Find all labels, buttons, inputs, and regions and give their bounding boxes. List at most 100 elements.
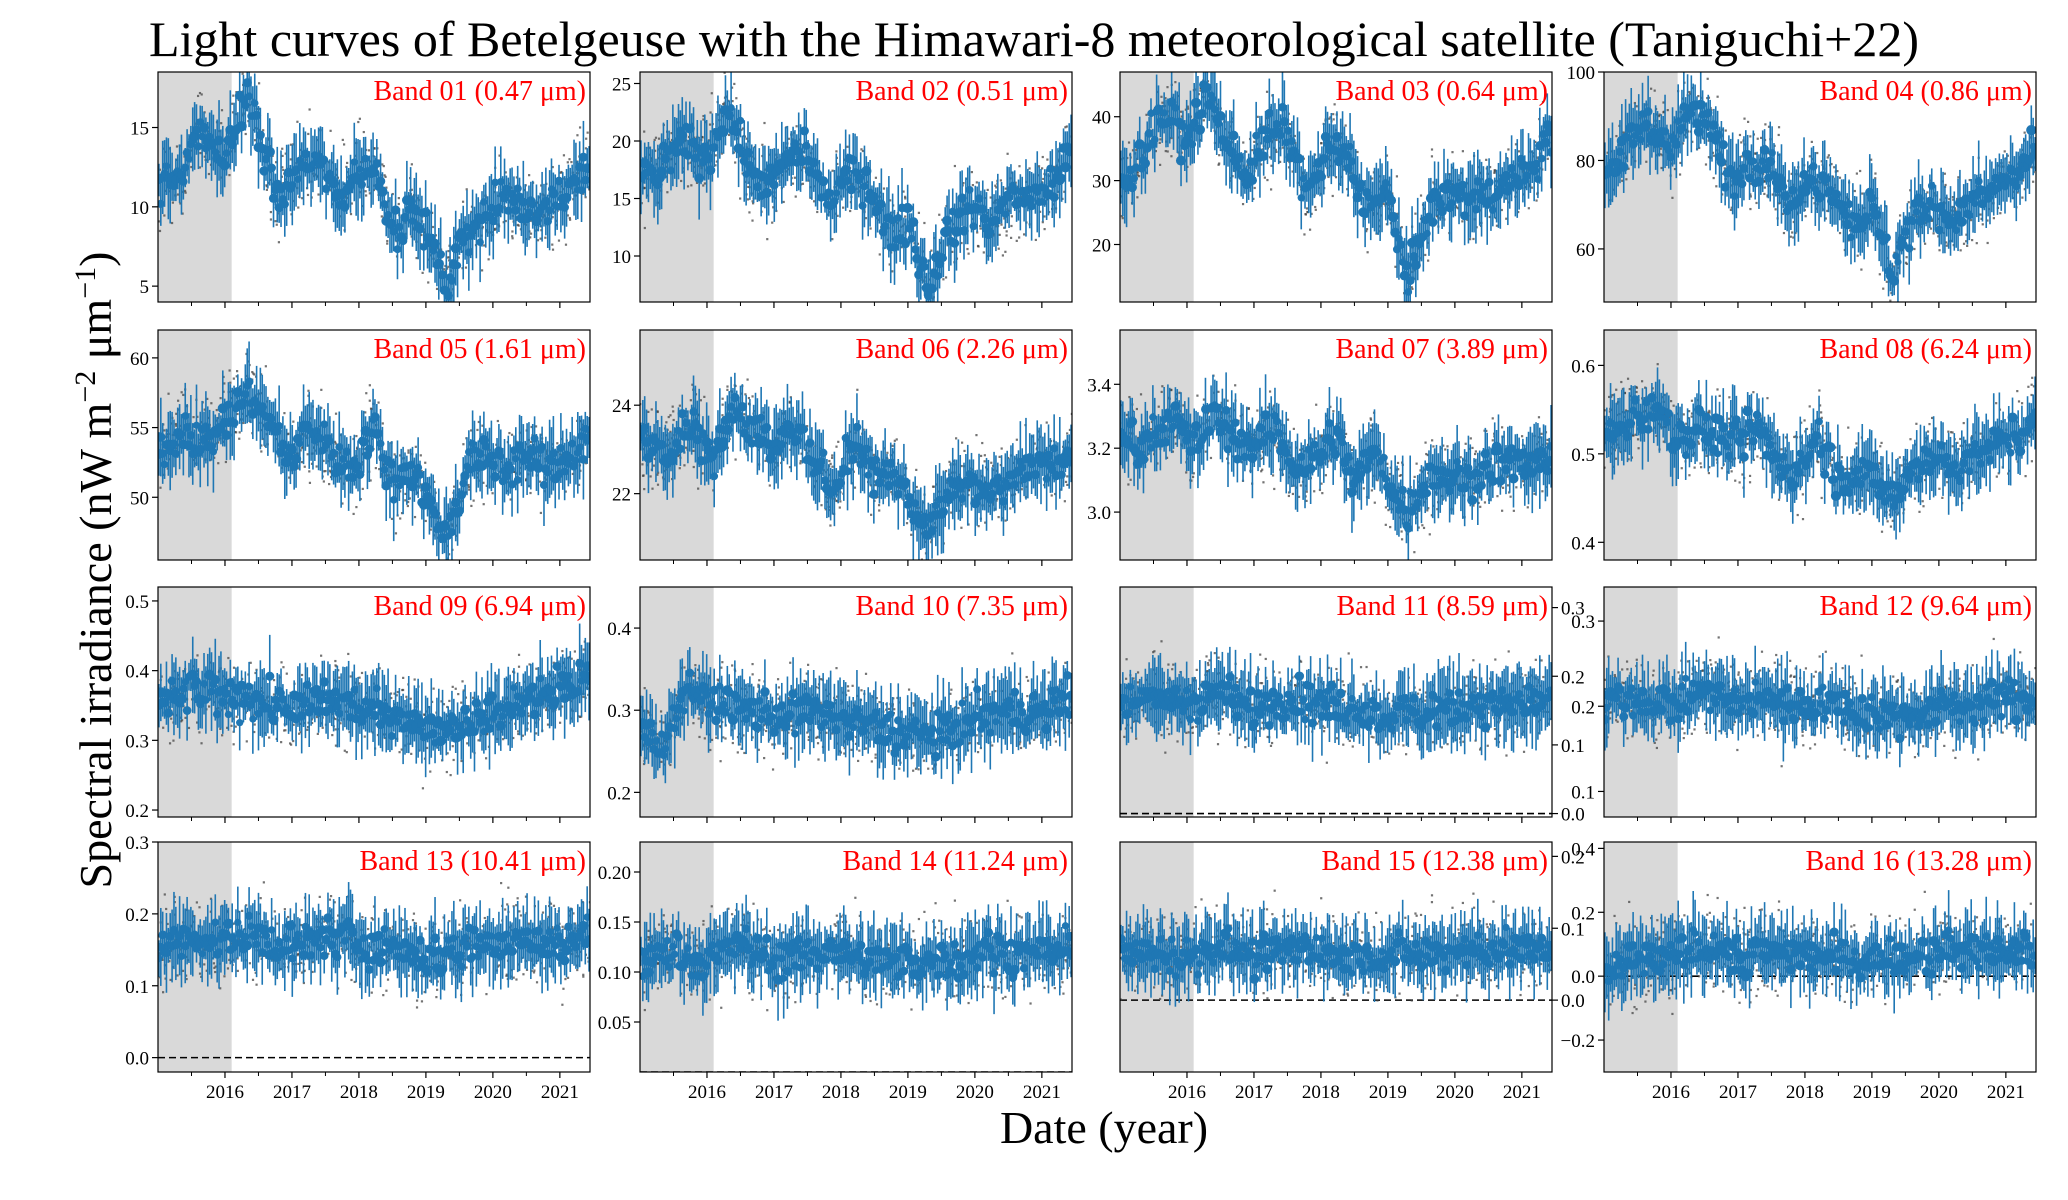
raw-point <box>1916 232 1919 235</box>
raw-point <box>496 194 499 197</box>
binned-point <box>736 116 745 125</box>
raw-point <box>1356 150 1359 154</box>
raw-point <box>1293 134 1296 138</box>
raw-point <box>235 375 238 378</box>
raw-point <box>1621 179 1624 182</box>
raw-point <box>492 191 496 194</box>
plot-area <box>158 72 590 302</box>
raw-point <box>1371 177 1374 180</box>
raw-point <box>735 97 738 100</box>
binned-point <box>1140 158 1150 168</box>
raw-point <box>942 278 945 281</box>
raw-point <box>888 263 891 266</box>
raw-point <box>1159 138 1162 141</box>
raw-point <box>306 453 309 456</box>
y-tick-label: 10 <box>612 247 631 268</box>
raw-point <box>1495 224 1499 227</box>
raw-point <box>399 454 402 457</box>
binned-point <box>1386 195 1397 206</box>
raw-point <box>795 125 798 128</box>
binned-point <box>799 126 809 136</box>
raw-point <box>1826 156 1829 159</box>
raw-point <box>1158 141 1161 144</box>
raw-point <box>352 512 355 516</box>
raw-point <box>551 216 554 219</box>
raw-point <box>842 206 845 209</box>
raw-point <box>183 189 187 193</box>
raw-point <box>301 433 304 436</box>
raw-point <box>334 412 338 415</box>
binned-point <box>1759 145 1770 155</box>
raw-point <box>751 200 754 203</box>
raw-point <box>433 480 436 483</box>
binned-point <box>1660 127 1670 136</box>
raw-point <box>491 492 494 495</box>
y-tick-label: 60 <box>1576 240 1595 261</box>
raw-point <box>904 197 907 200</box>
raw-point <box>2021 148 2024 152</box>
raw-point <box>235 370 239 373</box>
binned-point <box>1923 214 1933 223</box>
raw-point <box>1747 120 1750 123</box>
raw-point <box>158 229 162 233</box>
raw-point <box>1948 198 1951 201</box>
raw-point <box>163 214 166 217</box>
raw-point <box>793 176 796 179</box>
raw-point <box>982 251 985 254</box>
raw-point <box>1469 238 1472 241</box>
raw-point <box>2006 154 2009 157</box>
raw-point <box>395 240 398 243</box>
raw-point <box>1424 253 1427 257</box>
raw-point <box>586 131 589 134</box>
raw-point <box>1466 218 1469 221</box>
raw-point <box>350 202 353 205</box>
plot-area <box>158 330 590 560</box>
raw-point <box>265 400 269 403</box>
binned-point <box>1716 157 1727 167</box>
raw-point <box>502 221 505 224</box>
raw-point <box>436 517 440 520</box>
raw-point <box>1003 226 1006 229</box>
raw-point <box>410 188 413 191</box>
raw-point <box>1860 268 1863 271</box>
raw-point <box>374 467 377 470</box>
raw-point <box>739 197 742 200</box>
raw-point <box>1889 299 1892 302</box>
raw-point <box>1260 163 1263 166</box>
raw-point <box>1376 212 1379 215</box>
raw-point <box>1382 202 1385 205</box>
raw-point <box>1006 152 1009 155</box>
raw-point <box>1763 186 1766 189</box>
raw-point <box>579 419 582 423</box>
raw-point <box>1242 141 1245 144</box>
binned-point <box>1822 174 1831 183</box>
raw-point <box>564 490 567 493</box>
raw-point <box>1136 171 1139 174</box>
raw-point <box>659 152 662 155</box>
raw-point <box>1655 113 1658 116</box>
raw-point <box>1662 111 1665 114</box>
raw-point <box>306 193 310 197</box>
raw-point <box>878 253 881 256</box>
raw-point <box>1827 154 1830 157</box>
raw-point <box>761 143 764 146</box>
raw-point <box>361 487 364 491</box>
raw-point <box>1405 310 1407 312</box>
raw-point <box>1937 235 1940 238</box>
raw-point <box>654 149 657 152</box>
raw-point <box>882 187 886 190</box>
raw-point <box>1018 210 1021 213</box>
binned-point <box>911 245 920 254</box>
raw-point <box>1400 226 1403 229</box>
raw-point <box>1635 105 1638 108</box>
raw-point <box>701 136 704 139</box>
raw-point <box>1884 205 1887 208</box>
raw-point <box>1046 158 1049 161</box>
raw-point <box>407 500 410 504</box>
raw-point <box>1685 131 1688 134</box>
raw-point <box>1166 86 1169 89</box>
raw-point <box>1231 117 1234 120</box>
raw-point <box>953 164 956 168</box>
raw-point <box>1005 234 1008 237</box>
